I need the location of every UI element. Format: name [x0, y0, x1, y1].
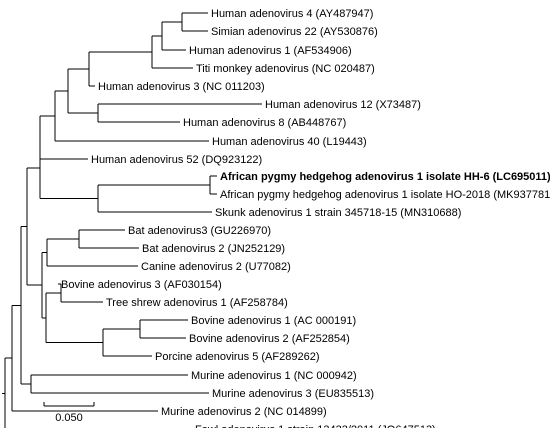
taxon-label: Fowl adenovirus 1 strain 13433/2011 (JQ6…	[195, 424, 436, 428]
taxon-label: Human adenovirus 4 (AY487947)	[211, 8, 373, 20]
taxon-label: Titi monkey adenovirus (NC 020487)	[196, 63, 375, 75]
taxon-label: Bovine adenovirus 1 (AC 000191)	[191, 315, 356, 327]
scale-bar-label: 0.050	[55, 412, 83, 424]
taxon-label: Human adenovirus 8 (AB448767)	[183, 117, 346, 129]
scale-bar: 0.050	[43, 402, 95, 424]
taxon-label: Bovine adenovirus 3 (AF030154)	[61, 279, 222, 291]
taxon-label: Bat adenovirus3 (GU226970)	[128, 225, 271, 237]
tree-branches	[2, 12, 262, 428]
taxon-label: Murine adenovirus 1 (NC 000942)	[191, 370, 357, 382]
taxon-label: Human adenovirus 1 (AF534906)	[189, 45, 352, 57]
taxon-label: Human adenovirus 40 (L19443)	[212, 136, 367, 148]
taxon-label: African pygmy hedgehog adenovirus 1 isol…	[220, 189, 550, 201]
taxon-label: Human adenovirus 3 (NC 011203)	[98, 81, 265, 93]
taxon-label: Murine adenovirus 3 (EU835513)	[212, 388, 374, 400]
taxon-label: Skunk adenovirus 1 strain 345718-15 (MN3…	[215, 207, 461, 219]
taxon-label: Porcine adenovirus 5 (AF289262)	[155, 351, 319, 363]
taxon-label: Bovine adenovirus 2 (AF252854)	[189, 333, 350, 345]
taxon-label: Tree shrew adenovirus 1 (AF258784)	[106, 297, 288, 309]
taxon-label: African pygmy hedgehog adenovirus 1 isol…	[220, 171, 550, 183]
taxon-label: Murine adenovirus 2 (NC 014899)	[161, 406, 327, 418]
taxon-label: Human adenovirus 12 (X73487)	[265, 99, 421, 111]
taxon-label: Canine adenovirus 2 (U77082)	[141, 261, 291, 273]
taxon-label: Simian adenovirus 22 (AY530876)	[211, 26, 378, 38]
taxon-label: Bat adenovirus 2 (JN252129)	[142, 243, 285, 255]
taxon-labels: Human adenovirus 4 (AY487947) Simian aden…	[61, 8, 550, 428]
taxon-label: Human adenovirus 52 (DQ923122)	[91, 154, 262, 166]
